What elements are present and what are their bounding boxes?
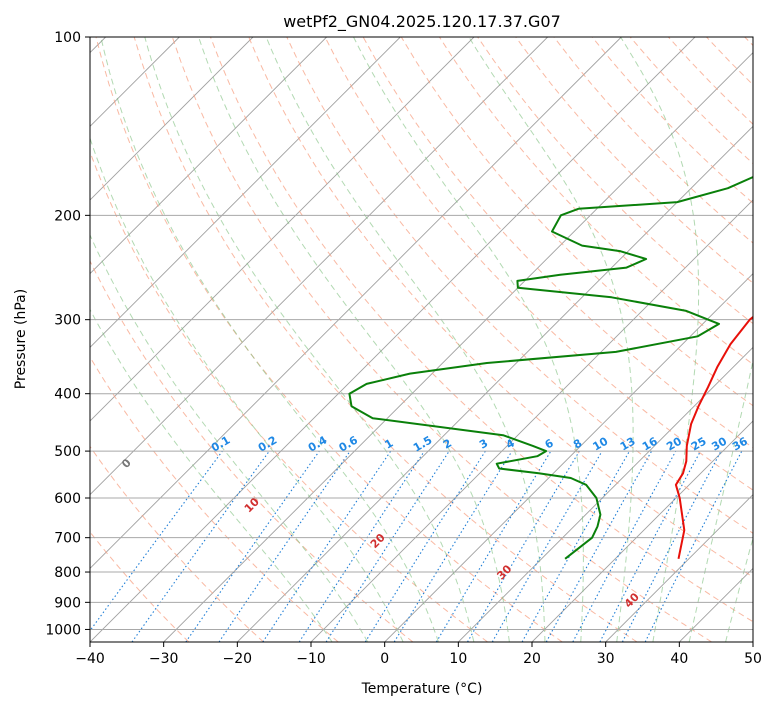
mixing-ratio-line xyxy=(185,450,320,642)
x-tick-label: 40 xyxy=(670,651,688,667)
x-tick-label: 20 xyxy=(523,651,541,667)
moist-adiabat-line xyxy=(90,308,333,642)
mixing-ratio-line xyxy=(644,450,743,642)
x-tick-label: −40 xyxy=(75,651,105,667)
moist-adiabat-line xyxy=(265,37,546,642)
mixing-ratio-line xyxy=(621,450,722,642)
isotherm-line xyxy=(458,346,753,642)
dewpoint-profile xyxy=(348,175,753,560)
x-tick-label: −10 xyxy=(296,651,326,667)
moist-adiabat-line xyxy=(725,536,753,642)
moist-adiabat-line xyxy=(144,37,475,642)
y-axis-label: Pressure (hPa) xyxy=(13,289,29,389)
isotherm-line xyxy=(90,37,401,348)
isotherm-line xyxy=(90,37,696,642)
x-tick-label: −30 xyxy=(149,651,179,667)
profiles xyxy=(348,175,753,560)
dry-adiabat-line xyxy=(515,37,753,284)
isotherm-line xyxy=(90,37,254,201)
mixing-ratio-line xyxy=(435,450,552,642)
isotherm-line xyxy=(90,37,327,275)
x-tick-label: 0 xyxy=(380,651,389,667)
isotherm-line xyxy=(90,37,622,569)
x-tick-label: 10 xyxy=(449,651,467,667)
moist-adiabat-line xyxy=(688,358,753,642)
dry-adiabat-line xyxy=(90,356,339,642)
y-tick-label: 700 xyxy=(54,531,81,547)
y-tick-label: 400 xyxy=(54,387,81,403)
x-axis-label: Temperature (°C) xyxy=(361,681,483,697)
isotherm-line xyxy=(90,37,475,422)
y-tick-label: 600 xyxy=(54,491,81,507)
dry-adiabat-line xyxy=(133,37,638,642)
mixing-ratio-line xyxy=(545,450,653,642)
mixing-ratio-line xyxy=(90,450,223,632)
y-axis-ticks: 100 200 300 400 500 600 700 800 900 1000 xyxy=(45,30,90,638)
isotherm-line xyxy=(237,125,753,642)
y-tick-label: 1000 xyxy=(45,622,81,638)
moist-adiabat-line xyxy=(620,37,700,642)
y-tick-label: 900 xyxy=(54,595,81,611)
isotherm-line xyxy=(90,37,548,496)
dry-adiabat-line xyxy=(95,37,563,642)
mixing-ratio-line xyxy=(218,450,351,642)
plot-frame xyxy=(89,36,754,643)
y-tick-label: 100 xyxy=(54,30,81,46)
y-tick-label: 800 xyxy=(54,565,81,581)
mixing-ratio-line xyxy=(467,450,580,642)
x-tick-label: 50 xyxy=(744,651,762,667)
mixing-ratio-line xyxy=(262,450,392,642)
chart-title: wetPf2_GN04.2025.120.17.37.G07 xyxy=(283,12,561,32)
moist-adiabat-line xyxy=(90,233,369,642)
dry-adiabat-line xyxy=(90,445,264,642)
dry-adiabat-line xyxy=(171,37,712,642)
moist-adiabat-line xyxy=(198,37,510,642)
mixing-ratio-line xyxy=(131,450,270,642)
dry-adiabat-line xyxy=(286,37,753,534)
mixing-ratio-line xyxy=(599,450,701,642)
plot-area xyxy=(90,37,753,642)
x-tick-label: 30 xyxy=(597,651,615,667)
isotherm-line xyxy=(605,494,753,642)
x-axis-ticks: −40 −30 −20 −10 0 10 20 30 40 50 xyxy=(75,642,762,667)
isobar-grid xyxy=(90,37,753,630)
moist-adiabat-line xyxy=(90,136,404,642)
mixing-ratio-line xyxy=(491,450,603,642)
dry-adiabat-line xyxy=(90,259,414,642)
temperature-profile xyxy=(674,315,753,559)
dry-adiabat-line xyxy=(324,37,753,491)
x-tick-label: −20 xyxy=(223,651,253,667)
isotherm-line xyxy=(163,52,753,642)
isotherm-line xyxy=(531,420,753,642)
dry-adiabat-line xyxy=(210,37,753,623)
moist-adiabat-line xyxy=(353,37,584,642)
mixing-ratio-line xyxy=(298,450,425,642)
y-tick-label: 300 xyxy=(54,313,81,329)
y-tick-label: 500 xyxy=(54,444,81,460)
moist-adiabat-line xyxy=(100,37,439,642)
dry-adiabat-line xyxy=(248,37,753,578)
mixing-ratio-line xyxy=(572,450,677,642)
mixing-ratio-line xyxy=(325,450,450,642)
y-tick-label: 200 xyxy=(54,208,81,224)
isotherm-line xyxy=(384,273,753,642)
background-lines xyxy=(90,37,753,642)
